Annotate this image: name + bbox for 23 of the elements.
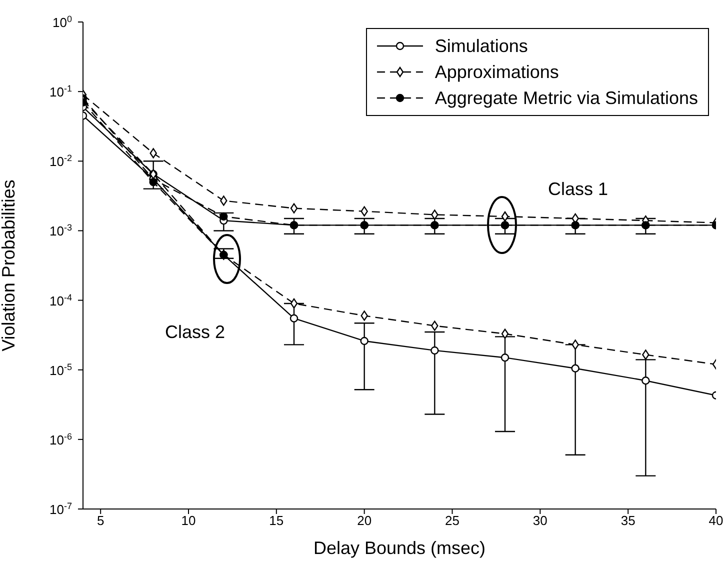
y-axis-title: Violation Probabilities [0, 180, 18, 352]
y-tick-label: 10$^{-4}$ [50, 292, 72, 308]
y-tick-label: 10$^{-1}$ [50, 84, 72, 100]
legend-label: Approximations [434, 62, 559, 82]
annotation: Class 1 [548, 179, 608, 199]
x-tick-label: 25 [445, 513, 460, 528]
x-tick-label: 20 [357, 513, 372, 528]
y-tick-label: 10$^{-3}$ [50, 222, 72, 239]
annotation: Class 2 [164, 322, 226, 342]
y-tick-label: 10$^{-7}$ [50, 501, 72, 517]
y-tick-label: 10$^{-5}$ [50, 362, 72, 378]
y-tick-label: 10$^{-2}$ [50, 153, 72, 170]
x-tick-label: 5 [96, 513, 104, 528]
y-tick-label: 10$^{-6}$ [50, 431, 72, 448]
x-tick-label: 30 [532, 513, 548, 528]
y-tick-label: 10$^{0}$ [52, 14, 72, 30]
x-tick-label: 15 [269, 513, 284, 528]
x-tick-label: 35 [620, 513, 636, 528]
legend-label: Simulations [434, 36, 528, 56]
x-tick-label: 40 [708, 513, 724, 528]
legend-label: Aggregate Metric via Simulations [434, 88, 698, 108]
x-axis-title: Delay Bounds (msec) [313, 538, 486, 558]
x-tick-label: 10 [181, 513, 196, 528]
